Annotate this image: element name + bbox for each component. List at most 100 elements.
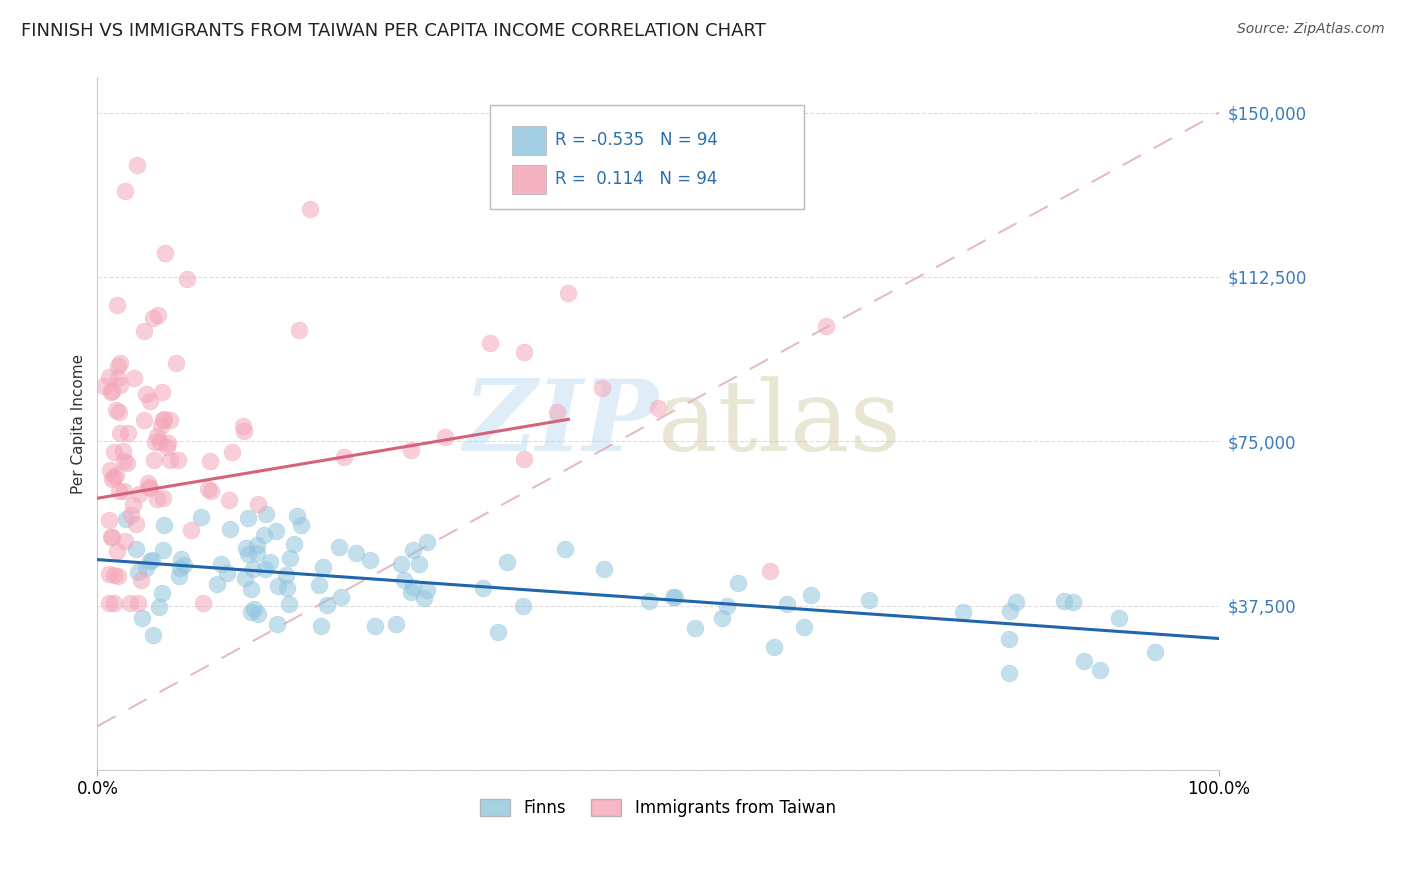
Point [385,616,408,631]
Point [401,584,423,599]
Point [152,491,174,506]
Point [190,509,212,524]
Point [150,585,173,599]
Point [233,571,256,585]
Point [107,371,129,385]
Point [344,546,367,560]
Point [391,557,413,571]
Point [647,401,669,416]
Point [120,508,142,522]
Point [815,318,838,333]
Point [127,565,149,579]
Text: atlas: atlas [658,376,901,472]
Point [683,621,706,635]
Point [591,381,613,395]
Point [159,413,181,427]
FancyBboxPatch shape [512,165,546,194]
Point [664,590,686,604]
Point [274,567,297,582]
Point [112,454,135,468]
Point [416,535,439,549]
Point [110,356,132,370]
Point [1062,595,1084,609]
Point [114,185,136,199]
Point [290,517,312,532]
Point [392,573,415,587]
Point [117,425,139,440]
Point [278,551,301,566]
Point [311,619,333,633]
Point [180,524,202,538]
Point [998,666,1021,681]
Point [236,547,259,561]
Point [114,533,136,548]
Point [148,434,170,449]
Point [125,541,148,556]
Point [333,450,356,465]
Point [122,498,145,512]
Point [97,512,120,526]
Y-axis label: Per Capita Income: Per Capita Income [72,353,86,494]
Point [93,378,115,392]
Point [108,404,131,418]
Point [100,384,122,399]
Text: FINNISH VS IMMIGRANTS FROM TAIWAN PER CAPITA INCOME CORRELATION CHART: FINNISH VS IMMIGRANTS FROM TAIWAN PER CA… [21,22,766,40]
Point [299,202,322,216]
Point [512,451,534,466]
Point [173,558,195,572]
Point [793,620,815,634]
Point [152,543,174,558]
Point [157,435,180,450]
Point [1000,604,1022,618]
Point [512,345,534,359]
Point [142,311,165,326]
Point [402,580,425,594]
Point [142,628,165,642]
Point [329,590,352,604]
Point [104,403,127,417]
Point [283,537,305,551]
Point [127,596,149,610]
Point [711,610,734,624]
Point [546,405,568,419]
Point [143,435,166,450]
Point [152,518,174,533]
Point [364,618,387,632]
Point [200,483,222,498]
Point [166,453,188,467]
Point [759,565,782,579]
Legend: Finns, Immigrants from Taiwan: Finns, Immigrants from Taiwan [474,792,842,824]
Point [98,462,121,476]
Point [209,557,232,571]
Point [165,356,187,370]
Point [1073,654,1095,668]
Point [1053,594,1076,608]
Point [496,555,519,569]
Point [100,530,122,544]
Point [246,497,269,511]
Point [105,298,128,312]
Point [145,491,167,506]
Point [98,370,121,384]
Point [554,541,576,556]
Point [1088,663,1111,677]
Point [998,632,1021,646]
Text: Source: ZipAtlas.com: Source: ZipAtlas.com [1237,22,1385,37]
Point [122,371,145,385]
Point [288,323,311,337]
Point [125,158,148,172]
Point [131,573,153,587]
Point [167,569,190,583]
Point [471,581,494,595]
Point [143,453,166,467]
Point [200,454,222,468]
Point [264,524,287,538]
Point [141,553,163,567]
Text: R = -0.535   N = 94: R = -0.535 N = 94 [555,131,718,150]
Point [253,528,276,542]
Point [1005,594,1028,608]
Point [776,597,799,611]
Point [152,413,174,427]
Point [246,546,269,560]
FancyBboxPatch shape [512,126,546,155]
